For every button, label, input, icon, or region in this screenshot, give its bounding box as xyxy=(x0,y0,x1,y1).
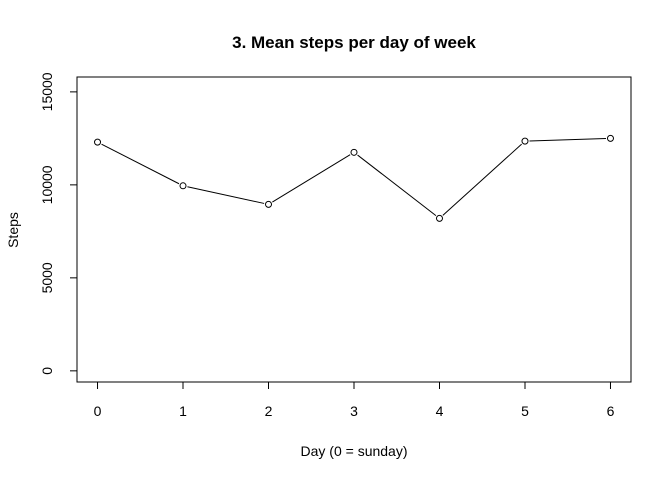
x-axis: 0 1 2 3 4 5 6 xyxy=(94,382,615,419)
plot-frame xyxy=(77,77,631,382)
y-tick-label: 15000 xyxy=(39,72,55,111)
data-point xyxy=(351,149,357,155)
series-segment xyxy=(187,187,264,204)
y-tick-label: 5000 xyxy=(39,262,55,293)
x-tick-label: 6 xyxy=(607,403,615,419)
x-axis-label: Day (0 = sunday) xyxy=(301,443,408,459)
y-axis: 0 5000 10000 15000 xyxy=(39,72,77,375)
y-axis-label: Steps xyxy=(5,212,21,248)
data-point xyxy=(266,201,272,207)
data-point xyxy=(95,139,101,145)
series-segment xyxy=(272,155,350,202)
data-point xyxy=(436,215,442,221)
series-segment xyxy=(529,139,605,141)
x-tick-label: 5 xyxy=(521,403,529,419)
series-group xyxy=(95,135,614,221)
data-point xyxy=(607,135,613,141)
x-tick-label: 3 xyxy=(350,403,358,419)
data-point xyxy=(180,183,186,189)
y-tick-label: 0 xyxy=(39,367,55,375)
series-segment xyxy=(443,144,522,215)
x-tick-label: 2 xyxy=(265,403,273,419)
y-tick-label: 10000 xyxy=(39,165,55,204)
data-point xyxy=(522,138,528,144)
x-tick-label: 1 xyxy=(179,403,187,419)
series-segment xyxy=(358,155,436,216)
series-segment xyxy=(102,144,179,184)
x-tick-label: 0 xyxy=(94,403,102,419)
x-tick-label: 4 xyxy=(436,403,444,419)
chart-title: 3. Mean steps per day of week xyxy=(232,33,476,52)
